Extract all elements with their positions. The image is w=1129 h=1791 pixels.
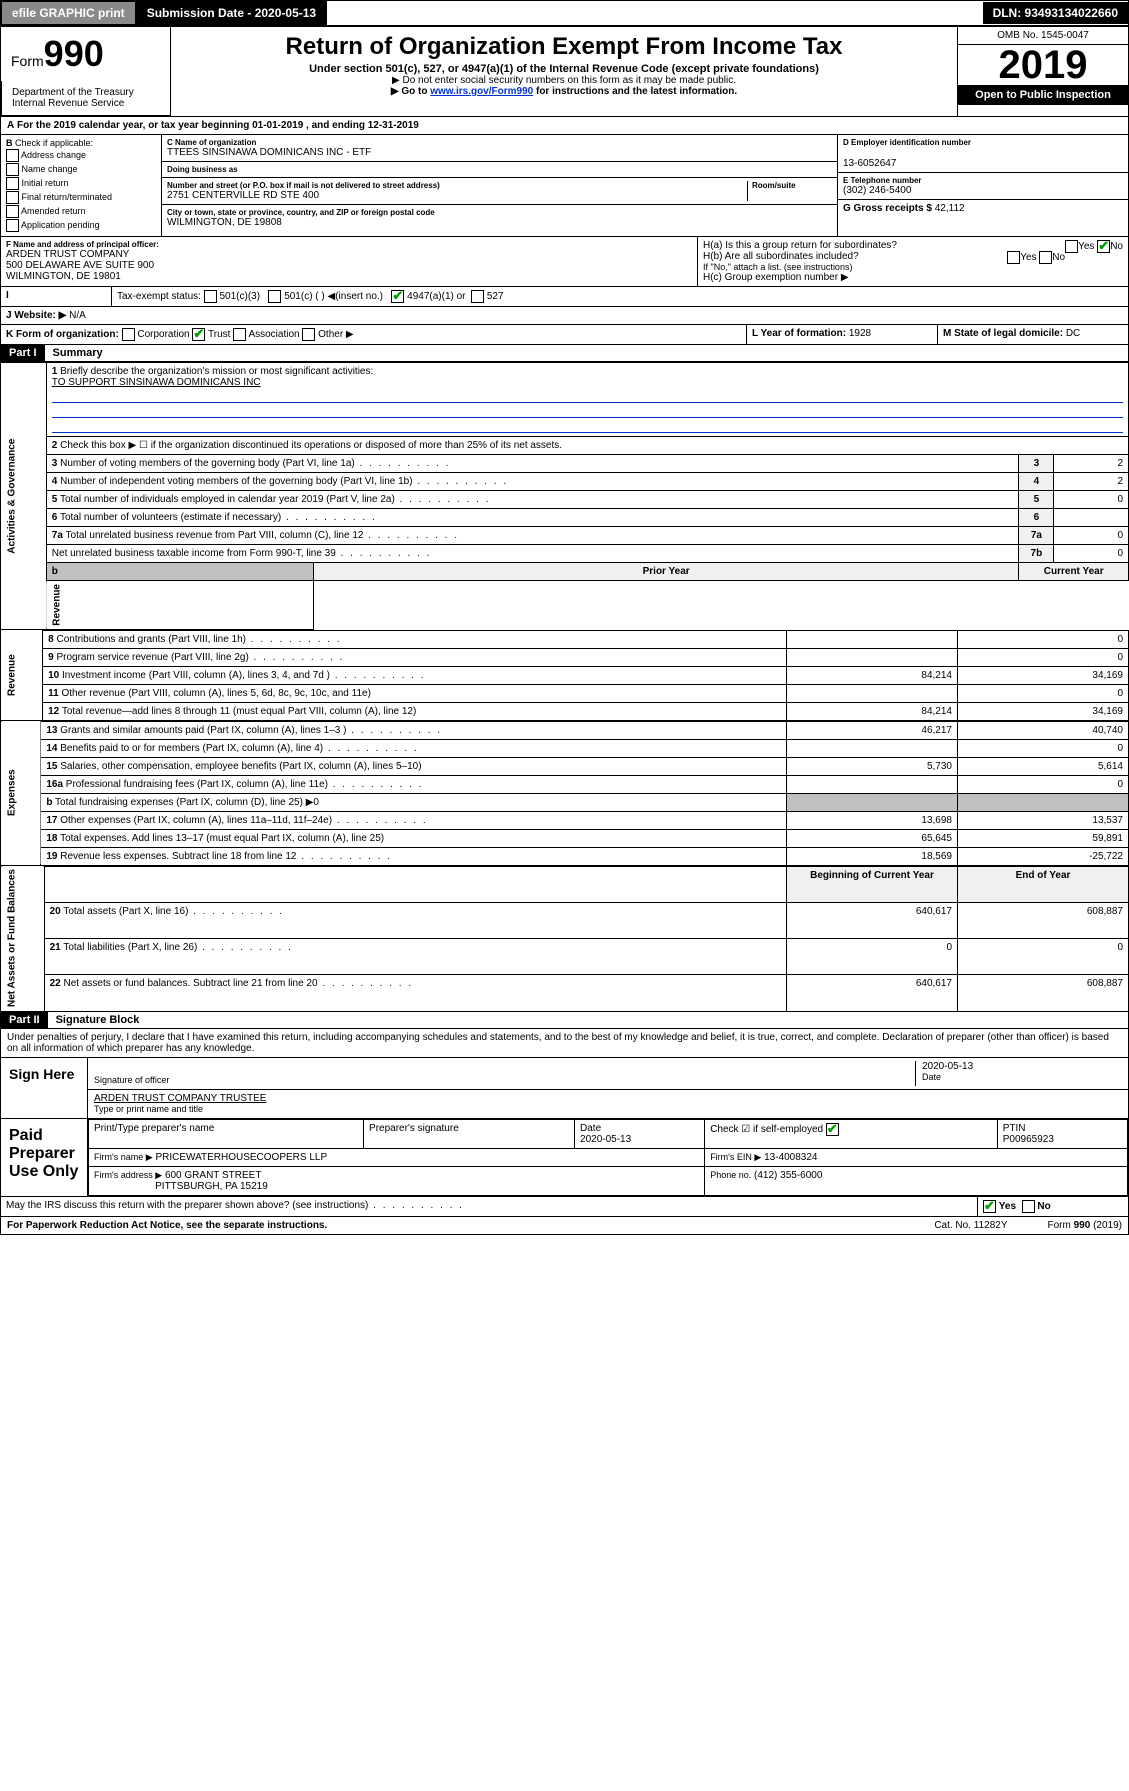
instructions-link[interactable]: www.irs.gov/Form990	[430, 86, 533, 97]
paid-preparer: Paid Preparer Use Only Print/Type prepar…	[0, 1119, 1129, 1197]
identity-row: B Check if applicable: Address change Na…	[0, 135, 1129, 237]
chk-final[interactable]: Final return/terminated	[6, 191, 156, 204]
sign-here: Sign Here Signature of officer 2020-05-1…	[0, 1058, 1129, 1119]
box-h: H(a) Is this a group return for subordin…	[698, 237, 1128, 286]
city-state-zip: WILMINGTON, DE 19808	[167, 217, 832, 228]
tax-year: 2019	[958, 45, 1128, 85]
box-f: F Name and address of principal officer:…	[1, 237, 698, 286]
part2-header: Part II Signature Block	[0, 1012, 1129, 1029]
dln: DLN: 93493134022660	[983, 2, 1128, 24]
officer-name: ARDEN TRUST COMPANY TRUSTEE	[94, 1093, 1122, 1104]
side-governance: Activities & Governance	[1, 363, 47, 630]
chk-amended[interactable]: Amended return	[6, 205, 156, 218]
org-name: TTEES SINSINAWA DOMINICANS INC - ETF	[167, 147, 832, 158]
form-number: Form990	[1, 27, 171, 81]
chk-name[interactable]: Name change	[6, 163, 156, 176]
header-right: OMB No. 1545-0047 2019 Open to Public In…	[957, 27, 1128, 116]
box-d-e-g: D Employer identification number 13-6052…	[838, 135, 1128, 236]
org-form-row: K Form of organization: Corporation Trus…	[0, 325, 1129, 345]
expense-table: Expenses 13 Grants and similar amounts p…	[0, 721, 1129, 866]
box-b: B Check if applicable: Address change Na…	[1, 135, 162, 236]
header-title-block: Return of Organization Exempt From Incom…	[171, 27, 957, 116]
discuss-row: May the IRS discuss this return with the…	[0, 1197, 1129, 1217]
efile-button[interactable]: efile GRAPHIC print	[1, 1, 136, 25]
mission: TO SUPPORT SINSINAWA DOMINICANS INC	[52, 377, 261, 388]
phone: (302) 246-5400	[843, 185, 1123, 196]
footer: For Paperwork Reduction Act Notice, see …	[0, 1217, 1129, 1235]
chk-address[interactable]: Address change	[6, 149, 156, 162]
department: Department of the Treasury Internal Reve…	[1, 81, 171, 116]
perjury-statement: Under penalties of perjury, I declare th…	[0, 1029, 1129, 1058]
side-revenue: Revenue	[46, 581, 313, 630]
part1-header: Part I Summary	[0, 345, 1129, 362]
chk-pending[interactable]: Application pending	[6, 219, 156, 232]
form-header: Form990 Department of the Treasury Inter…	[0, 26, 1129, 117]
street-address: 2751 CENTERVILLE RD STE 400	[167, 190, 747, 201]
netassets-table: Net Assets or Fund Balances Beginning of…	[0, 866, 1129, 1012]
box-c: C Name of organization TTEES SINSINAWA D…	[162, 135, 838, 236]
ein: 13-6052647	[843, 158, 1123, 169]
summary-table: Activities & Governance 1 Briefly descri…	[0, 362, 1129, 630]
gross-receipts: 42,112	[935, 203, 965, 214]
tax-status-row: I Tax-exempt status: 501(c)(3) 501(c) ( …	[0, 287, 1129, 307]
officer-row: F Name and address of principal officer:…	[0, 237, 1129, 287]
form-title: Return of Organization Exempt From Incom…	[179, 33, 949, 61]
open-public: Open to Public Inspection	[958, 85, 1128, 105]
period-line: A For the 2019 calendar year, or tax yea…	[0, 117, 1129, 135]
chk-initial[interactable]: Initial return	[6, 177, 156, 190]
website-row: J Website: ▶ N/A	[0, 307, 1129, 325]
topbar: efile GRAPHIC print Submission Date - 20…	[0, 0, 1129, 26]
revenue-table: Revenue 8 Contributions and grants (Part…	[0, 630, 1129, 721]
submission-date: Submission Date - 2020-05-13	[136, 1, 327, 25]
